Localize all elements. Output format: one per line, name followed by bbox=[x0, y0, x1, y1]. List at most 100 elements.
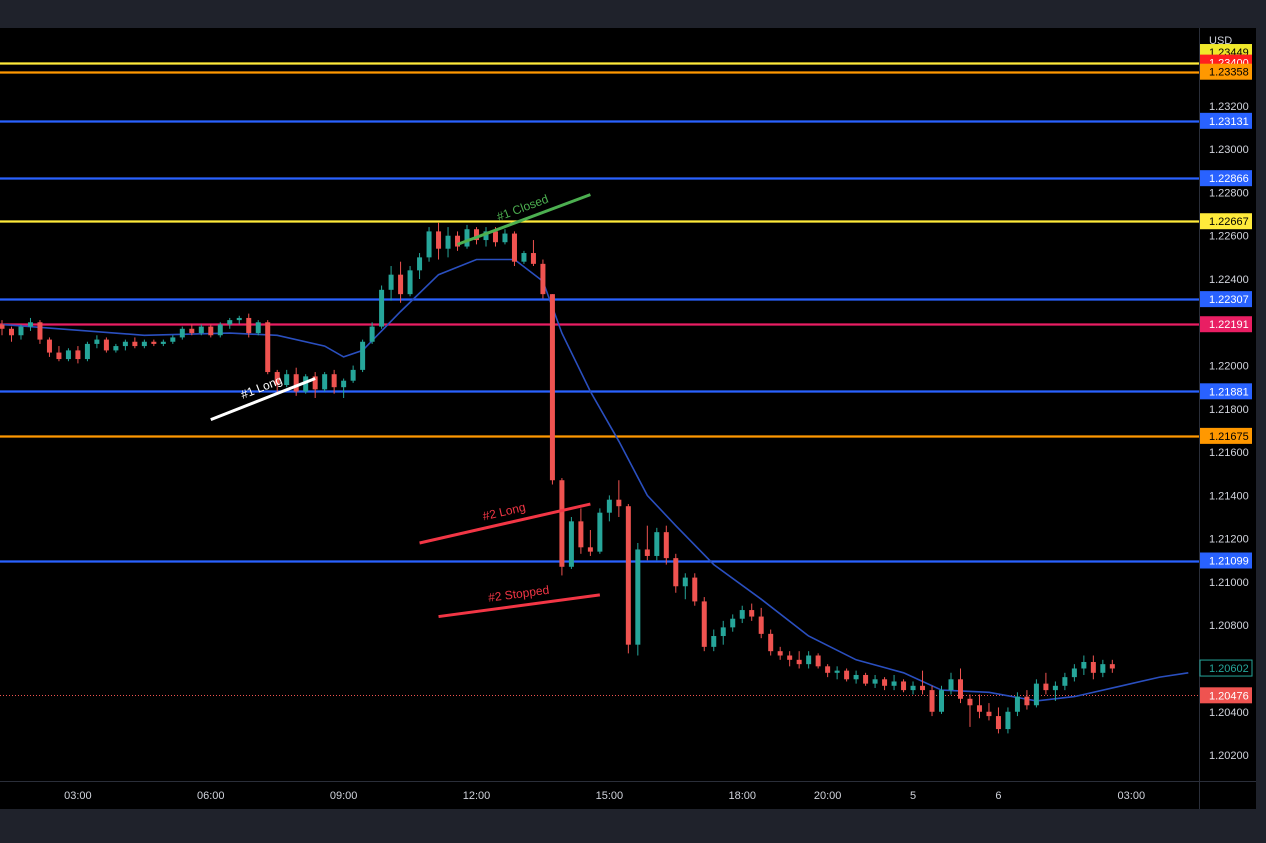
candle[interactable] bbox=[530, 240, 536, 267]
candle[interactable] bbox=[464, 224, 470, 249]
candle[interactable] bbox=[806, 651, 812, 669]
candle[interactable] bbox=[341, 378, 347, 399]
candle[interactable] bbox=[910, 681, 916, 695]
candle[interactable] bbox=[0, 320, 5, 336]
candle[interactable] bbox=[872, 674, 878, 688]
candle[interactable] bbox=[825, 664, 831, 678]
candle[interactable] bbox=[654, 527, 660, 561]
candle[interactable] bbox=[1090, 655, 1096, 680]
candle[interactable] bbox=[853, 670, 859, 684]
candle[interactable] bbox=[796, 651, 802, 669]
candle[interactable] bbox=[663, 525, 669, 565]
candle[interactable] bbox=[616, 480, 622, 518]
trend-annotation[interactable]: #2 Stopped bbox=[438, 583, 601, 619]
candle[interactable] bbox=[502, 229, 508, 245]
candle[interactable] bbox=[1071, 664, 1077, 682]
candle[interactable] bbox=[986, 703, 992, 721]
candle[interactable] bbox=[303, 374, 309, 394]
candle[interactable] bbox=[787, 651, 793, 667]
candle[interactable] bbox=[56, 346, 62, 362]
candle[interactable] bbox=[217, 322, 223, 338]
candle[interactable] bbox=[455, 231, 461, 251]
candle[interactable] bbox=[559, 478, 565, 576]
candle[interactable] bbox=[995, 707, 1001, 734]
candle[interactable] bbox=[407, 266, 413, 297]
candle[interactable] bbox=[94, 335, 100, 349]
candle[interactable] bbox=[540, 259, 546, 299]
candle[interactable] bbox=[587, 530, 593, 556]
candle[interactable] bbox=[255, 320, 261, 336]
candle[interactable] bbox=[1014, 692, 1020, 717]
candle[interactable] bbox=[929, 685, 935, 717]
candle[interactable] bbox=[1005, 707, 1011, 734]
candle[interactable] bbox=[398, 261, 404, 303]
candle[interactable] bbox=[1062, 672, 1068, 691]
candle[interactable] bbox=[1081, 655, 1087, 675]
candle[interactable] bbox=[75, 346, 81, 364]
candle[interactable] bbox=[1033, 679, 1039, 708]
candle[interactable] bbox=[901, 679, 907, 693]
candle[interactable] bbox=[236, 315, 242, 325]
candle[interactable] bbox=[939, 685, 945, 714]
candle[interactable] bbox=[293, 367, 299, 396]
candle[interactable] bbox=[606, 495, 612, 522]
candle[interactable] bbox=[578, 508, 584, 554]
candle[interactable] bbox=[635, 542, 641, 656]
candle[interactable] bbox=[834, 666, 840, 680]
candle[interactable] bbox=[141, 339, 147, 349]
candle[interactable] bbox=[27, 317, 33, 331]
candle[interactable] bbox=[322, 372, 328, 392]
candle[interactable] bbox=[1109, 659, 1115, 673]
price-chart[interactable]: #1 Long #1 Closed #2 Long #2 Stopped USD 1.… bbox=[0, 28, 1256, 809]
candle[interactable] bbox=[692, 573, 698, 606]
candle[interactable] bbox=[644, 525, 650, 561]
candle[interactable] bbox=[331, 369, 337, 394]
candle[interactable] bbox=[673, 553, 679, 593]
candle[interactable] bbox=[84, 341, 90, 362]
candle[interactable] bbox=[37, 320, 43, 344]
candle[interactable] bbox=[948, 672, 954, 695]
candle[interactable] bbox=[1052, 681, 1058, 701]
candle[interactable] bbox=[227, 317, 233, 329]
candle[interactable] bbox=[976, 694, 982, 719]
candle[interactable] bbox=[701, 597, 707, 652]
candle[interactable] bbox=[208, 324, 214, 338]
candle[interactable] bbox=[511, 231, 517, 267]
candle[interactable] bbox=[739, 605, 745, 624]
candle[interactable] bbox=[170, 335, 176, 344]
candle[interactable] bbox=[920, 670, 926, 695]
candle[interactable] bbox=[312, 372, 318, 399]
candle[interactable] bbox=[198, 324, 204, 336]
candle[interactable] bbox=[967, 694, 973, 727]
candle[interactable] bbox=[711, 629, 717, 652]
candle[interactable] bbox=[426, 227, 432, 262]
candle[interactable] bbox=[122, 339, 128, 351]
candle[interactable] bbox=[521, 250, 527, 264]
trend-annotation[interactable]: #1 Long bbox=[210, 373, 316, 422]
candle[interactable] bbox=[1024, 690, 1030, 710]
candle[interactable] bbox=[246, 313, 252, 338]
trend-annotation[interactable]: #2 Long bbox=[419, 500, 591, 545]
candle[interactable] bbox=[179, 326, 185, 340]
candle[interactable] bbox=[844, 668, 850, 682]
candle[interactable] bbox=[730, 614, 736, 632]
candle[interactable] bbox=[749, 603, 755, 621]
candle[interactable] bbox=[777, 646, 783, 660]
candle[interactable] bbox=[160, 339, 166, 347]
candle[interactable] bbox=[18, 324, 24, 340]
candle[interactable] bbox=[957, 668, 963, 704]
candle[interactable] bbox=[758, 607, 764, 639]
candle[interactable] bbox=[1043, 672, 1049, 695]
candle[interactable] bbox=[65, 348, 71, 362]
candle[interactable] bbox=[8, 326, 14, 342]
candle[interactable] bbox=[445, 227, 451, 258]
candle[interactable] bbox=[151, 339, 157, 347]
candle[interactable] bbox=[417, 253, 423, 279]
candle[interactable] bbox=[132, 337, 138, 349]
candle[interactable] bbox=[113, 343, 119, 353]
trend-annotation[interactable]: #1 Closed bbox=[456, 192, 591, 246]
candle[interactable] bbox=[549, 294, 555, 485]
candle[interactable] bbox=[483, 227, 489, 247]
candle[interactable] bbox=[265, 320, 271, 375]
candle[interactable] bbox=[436, 222, 442, 260]
